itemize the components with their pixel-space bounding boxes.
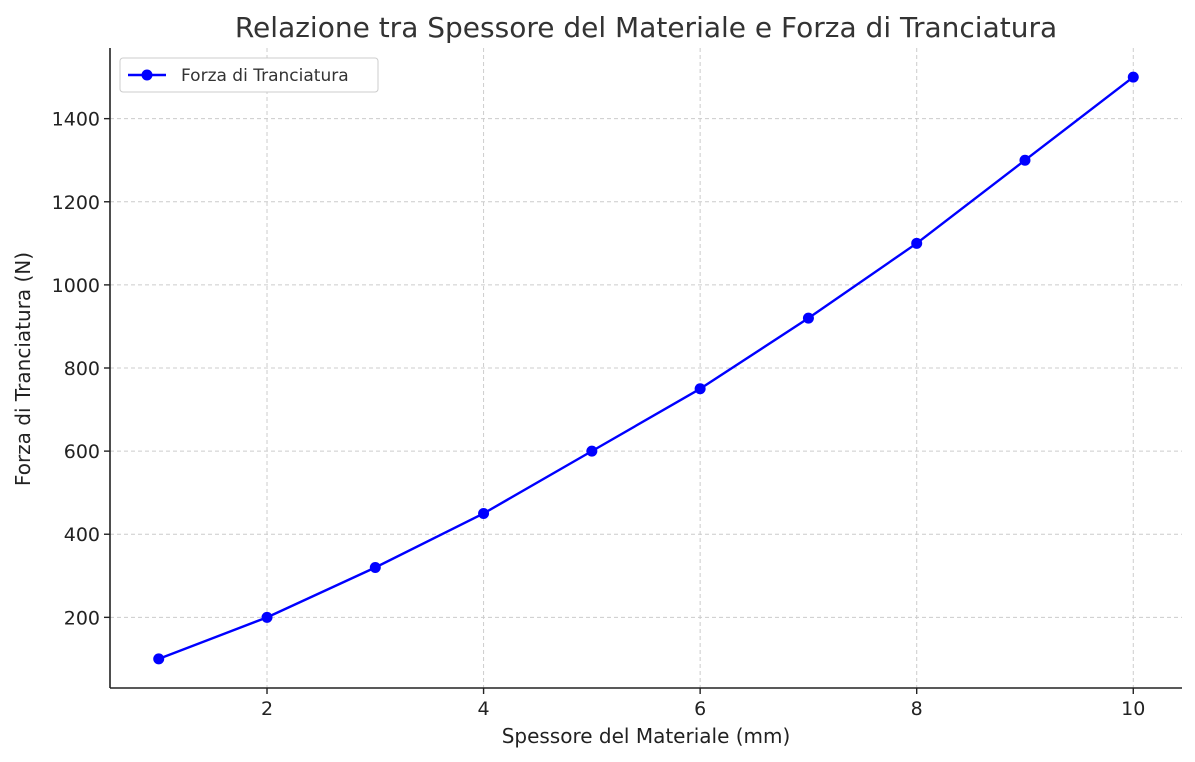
y-tick-label: 200	[64, 607, 100, 629]
legend: Forza di Tranciatura	[119, 57, 379, 93]
data-point	[1019, 154, 1031, 166]
grid	[110, 48, 1182, 688]
y-tick-label: 400	[64, 524, 100, 546]
x-tick-label: 6	[694, 698, 706, 720]
legend-box	[119, 57, 379, 93]
x-tick-label: 2	[261, 698, 273, 720]
y-tick-label: 1200	[52, 192, 100, 214]
data-point	[586, 445, 598, 457]
data-point	[261, 611, 273, 623]
y-tick-label: 800	[64, 358, 100, 380]
data-point	[1127, 71, 1139, 83]
chart-title: Relazione tra Spessore del Materiale e F…	[235, 11, 1057, 44]
data-point	[369, 561, 381, 573]
data-point	[478, 507, 490, 519]
x-tick-label: 10	[1121, 698, 1145, 720]
y-tick-label: 1000	[52, 275, 100, 297]
x-axis-label: Spessore del Materiale (mm)	[502, 724, 791, 748]
x-tick-label: 8	[911, 698, 923, 720]
x-tick-label: 4	[478, 698, 490, 720]
data-point	[911, 237, 923, 249]
y-tick-label: 1400	[52, 109, 100, 131]
series-layer	[153, 71, 1139, 665]
ticks: 2 4 6 8 10 200 400 600 800 1000 1200 1400	[52, 109, 1146, 720]
legend-marker-swatch	[141, 69, 153, 81]
data-point	[694, 383, 706, 395]
legend-label: Forza di Tranciatura	[181, 66, 349, 86]
y-tick-label: 600	[64, 441, 100, 463]
data-point	[802, 312, 814, 324]
data-point	[153, 653, 165, 665]
y-axis-label: Forza di Tranciatura (N)	[11, 252, 35, 486]
series-line	[158, 76, 1135, 661]
